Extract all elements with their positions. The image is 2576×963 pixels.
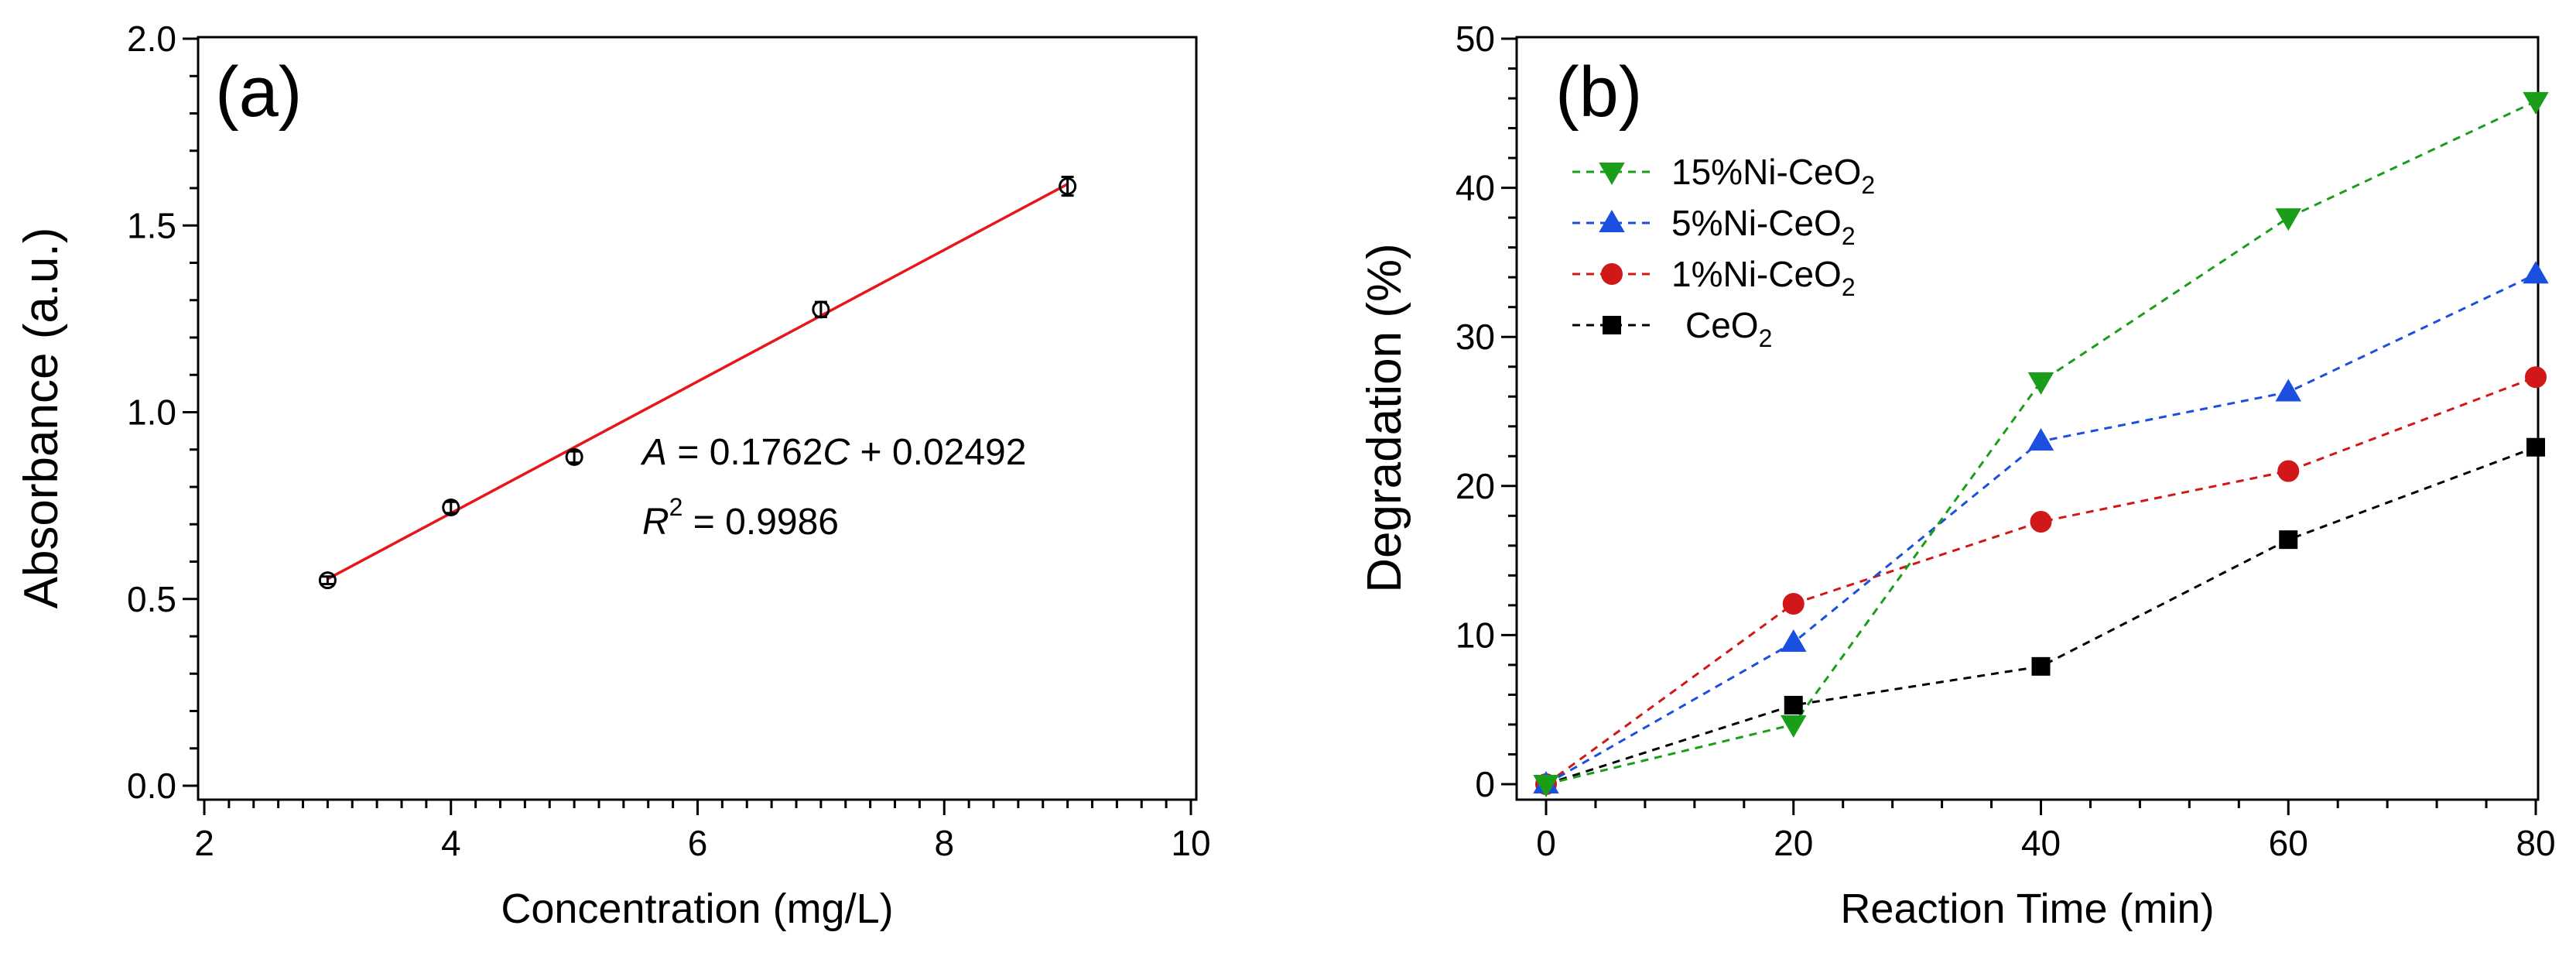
series-point bbox=[1782, 592, 1805, 615]
equation-intercept: + 0.02492 bbox=[850, 432, 1026, 473]
series-point bbox=[1781, 715, 1807, 738]
panel-b-x-axis-title: Reaction Time (min) bbox=[1840, 886, 2214, 932]
panel-a-plot-frame bbox=[197, 36, 1198, 801]
y-tick-label: 1.5 bbox=[127, 205, 176, 245]
y-tick-label: 0.5 bbox=[127, 579, 176, 619]
legend-label-text: CeO bbox=[1685, 305, 1759, 345]
y-tick-label: 0.0 bbox=[127, 766, 176, 806]
series-point bbox=[2525, 366, 2547, 389]
panel-b-axes: 0 10 20 30 40 50 0 20 40 60 80 bbox=[1456, 19, 2556, 863]
y-tick-label: 2.0 bbox=[127, 19, 176, 59]
series-point bbox=[1533, 775, 1559, 798]
r-squared-variable: R bbox=[642, 502, 669, 543]
series-point bbox=[2523, 91, 2549, 115]
series-point bbox=[2030, 511, 2052, 533]
x-tick-label: 40 bbox=[2021, 823, 2061, 863]
panel-b-y-axis-title: Degradation (%) bbox=[1358, 243, 1411, 592]
series-point bbox=[2523, 261, 2549, 284]
legend-marker bbox=[1599, 163, 1625, 186]
y-tick-label: 1.0 bbox=[127, 392, 176, 433]
panel-a: 0.0 0.5 1.0 1.5 2.0 2 4 6 8 10 (a) A = 0.1762C + … bbox=[15, 19, 1211, 932]
data-point bbox=[1059, 177, 1077, 196]
x-tick-label: 6 bbox=[688, 823, 708, 863]
series-point bbox=[2031, 656, 2051, 676]
y-tick-label: 0 bbox=[1475, 764, 1495, 804]
panel-a-axes: 0.0 0.5 1.0 1.5 2.0 2 4 6 8 10 bbox=[127, 19, 1211, 863]
legend-label-subscript: 2 bbox=[1861, 171, 1875, 199]
legend-marker bbox=[1599, 209, 1625, 232]
legend-label: 15%Ni-CeO2 bbox=[1671, 152, 1875, 199]
panel-a-x-axis-title: Concentration (mg/L) bbox=[501, 886, 893, 932]
series-point bbox=[1781, 629, 1807, 653]
x-tick-label: 80 bbox=[2516, 823, 2555, 863]
panel-a-r-squared: R2 = 0.9986 bbox=[642, 493, 839, 543]
series-point bbox=[2275, 208, 2301, 231]
data-point bbox=[442, 499, 460, 517]
legend-label-text: 1%Ni-CeO bbox=[1671, 254, 1842, 294]
x-tick-label: 4 bbox=[441, 823, 461, 863]
x-tick-label: 2 bbox=[194, 823, 214, 863]
panel-a-points bbox=[318, 176, 1077, 590]
series-line bbox=[1545, 375, 2537, 786]
data-point bbox=[565, 447, 583, 466]
series-point bbox=[1784, 695, 1803, 715]
legend-label-text: 15%Ni-CeO bbox=[1671, 152, 1861, 192]
x-tick-label: 20 bbox=[1774, 823, 1813, 863]
equation-slope: = 0.1762 bbox=[667, 432, 823, 473]
x-tick-label: 10 bbox=[1171, 823, 1210, 863]
panel-a-fit-equation: A = 0.1762C + 0.02492 bbox=[640, 432, 1026, 473]
series-point bbox=[2027, 372, 2054, 395]
series-point bbox=[2275, 379, 2301, 402]
series-point bbox=[2027, 428, 2054, 451]
x-tick-label: 0 bbox=[1536, 823, 1556, 863]
series-line bbox=[1545, 100, 2537, 786]
y-tick-label: 20 bbox=[1456, 466, 1495, 506]
y-tick-label: 30 bbox=[1456, 317, 1495, 357]
panel-b-label: (b) bbox=[1555, 53, 1642, 132]
legend-label: CeO2 bbox=[1685, 305, 1772, 352]
legend-marker bbox=[1603, 316, 1621, 334]
legend-label-text: 5%Ni-CeO bbox=[1671, 203, 1842, 243]
legend-label-subscript: 2 bbox=[1842, 222, 1856, 250]
data-point bbox=[318, 571, 337, 590]
panel-a-y-axis-title: Absorbance (a.u.) bbox=[15, 228, 68, 609]
legend-label-subscript: 2 bbox=[1842, 273, 1856, 301]
x-tick-label: 60 bbox=[2269, 823, 2308, 863]
series-point bbox=[2279, 530, 2298, 550]
legend-marker bbox=[1601, 263, 1623, 285]
r-squared-superscript: 2 bbox=[669, 493, 683, 521]
r-squared-value: = 0.9986 bbox=[682, 502, 839, 543]
panel-a-label: (a) bbox=[215, 53, 302, 132]
panel-b-plot-frame bbox=[1515, 36, 2540, 801]
series-point bbox=[2277, 460, 2300, 482]
series-point bbox=[2526, 437, 2545, 457]
y-tick-label: 10 bbox=[1456, 615, 1495, 655]
legend-label-subscript: 2 bbox=[1759, 324, 1773, 352]
legend-label: 5%Ni-CeO2 bbox=[1671, 203, 1856, 250]
equation-variable-c: C bbox=[823, 432, 850, 473]
data-point bbox=[812, 300, 830, 319]
series-line bbox=[1545, 446, 2537, 786]
legend-label: 1%Ni-CeO2 bbox=[1671, 254, 1856, 301]
x-tick-label: 8 bbox=[934, 823, 954, 863]
y-tick-label: 40 bbox=[1456, 168, 1495, 208]
y-tick-label: 50 bbox=[1456, 19, 1495, 59]
panel-b-series-points bbox=[1533, 91, 2549, 798]
equation-variable-a: A bbox=[640, 432, 667, 473]
